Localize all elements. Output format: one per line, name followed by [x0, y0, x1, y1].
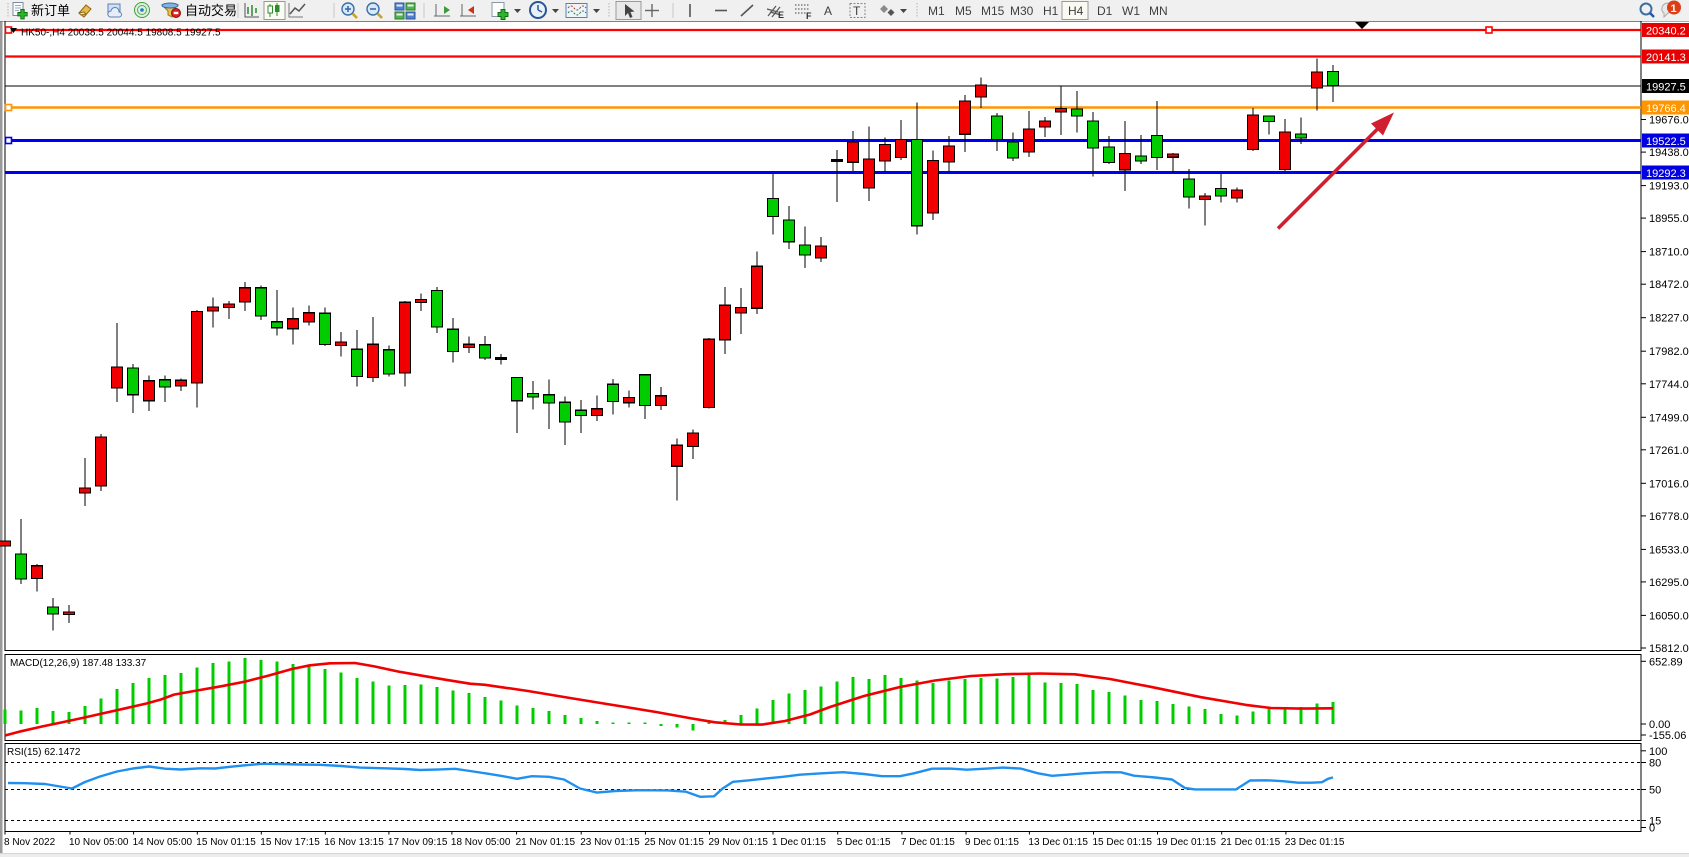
svg-text:H4: H4	[1068, 4, 1084, 18]
svg-text:15 Nov 01:15: 15 Nov 01:15	[196, 837, 256, 848]
svg-text:新订单: 新订单	[31, 3, 70, 18]
svg-text:21 Dec 01:15: 21 Dec 01:15	[1221, 837, 1281, 848]
svg-text:M15: M15	[981, 4, 1005, 18]
svg-text:29 Nov 01:15: 29 Nov 01:15	[709, 837, 769, 848]
svg-text:A: A	[824, 4, 832, 18]
svg-text:1 Dec 01:15: 1 Dec 01:15	[772, 837, 826, 848]
svg-text:M5: M5	[955, 4, 972, 18]
svg-text:14 Nov 05:00: 14 Nov 05:00	[133, 837, 193, 848]
svg-text:23 Dec 01:15: 23 Dec 01:15	[1285, 837, 1345, 848]
svg-text:16 Nov 13:15: 16 Nov 13:15	[324, 837, 384, 848]
svg-text:1: 1	[1671, 3, 1677, 15]
svg-text:50: 50	[1649, 785, 1661, 797]
svg-text:19193.0: 19193.0	[1649, 181, 1689, 193]
svg-text:13 Dec 01:15: 13 Dec 01:15	[1028, 837, 1088, 848]
svg-text:18710.0: 18710.0	[1649, 247, 1689, 259]
svg-text:8 Nov 2022: 8 Nov 2022	[4, 837, 56, 848]
svg-text:25 Nov 01:15: 25 Nov 01:15	[644, 837, 704, 848]
svg-text:F: F	[806, 11, 812, 21]
svg-text:17982.0: 17982.0	[1649, 346, 1689, 358]
svg-text:19438.0: 19438.0	[1649, 147, 1689, 159]
svg-text:18 Nov 05:00: 18 Nov 05:00	[451, 837, 511, 848]
svg-text:19766.4: 19766.4	[1646, 103, 1686, 115]
svg-text:15: 15	[1649, 816, 1661, 828]
svg-text:18227.0: 18227.0	[1649, 313, 1689, 325]
svg-text:10 Nov 05:00: 10 Nov 05:00	[69, 837, 129, 848]
svg-text:19522.5: 19522.5	[1646, 136, 1686, 148]
svg-text:W1: W1	[1122, 4, 1140, 18]
svg-text:17261.0: 17261.0	[1649, 445, 1689, 457]
svg-text:19 Dec 01:15: 19 Dec 01:15	[1157, 837, 1217, 848]
svg-text:16050.0: 16050.0	[1649, 610, 1689, 622]
svg-text:H1: H1	[1043, 4, 1059, 18]
svg-text:16295.0: 16295.0	[1649, 577, 1689, 589]
svg-text:15 Nov 17:15: 15 Nov 17:15	[260, 837, 320, 848]
svg-text:16533.0: 16533.0	[1649, 544, 1689, 556]
svg-text:80: 80	[1649, 758, 1661, 770]
svg-text:D1: D1	[1097, 4, 1113, 18]
svg-text:17744.0: 17744.0	[1649, 379, 1689, 391]
svg-text:15812.0: 15812.0	[1649, 643, 1689, 655]
svg-text:7 Dec 01:15: 7 Dec 01:15	[901, 837, 955, 848]
svg-text:18472.0: 18472.0	[1649, 279, 1689, 291]
svg-text:17016.0: 17016.0	[1649, 478, 1689, 490]
svg-text:MN: MN	[1149, 4, 1168, 18]
svg-text:652.89: 652.89	[1649, 656, 1683, 668]
svg-text:5 Dec 01:15: 5 Dec 01:15	[837, 837, 891, 848]
svg-text:16778.0: 16778.0	[1649, 511, 1689, 523]
svg-text:18955.0: 18955.0	[1649, 213, 1689, 225]
svg-text:23 Nov 01:15: 23 Nov 01:15	[580, 837, 640, 848]
svg-text:自动交易: 自动交易	[185, 3, 237, 18]
svg-text:T: T	[853, 4, 861, 18]
svg-text:E: E	[778, 10, 784, 20]
svg-text:9 Dec 01:15: 9 Dec 01:15	[965, 837, 1019, 848]
svg-text:RSI(15) 62.1472: RSI(15) 62.1472	[7, 747, 81, 758]
svg-text:MACD(12,26,9) 187.48 133.37: MACD(12,26,9) 187.48 133.37	[10, 658, 147, 669]
svg-text:0.00: 0.00	[1649, 719, 1670, 731]
svg-text:19676.0: 19676.0	[1649, 115, 1689, 127]
svg-text:M30: M30	[1010, 4, 1034, 18]
svg-text:15 Dec 01:15: 15 Dec 01:15	[1093, 837, 1153, 848]
svg-text:M1: M1	[928, 4, 945, 18]
svg-text:17 Nov 09:15: 17 Nov 09:15	[388, 837, 448, 848]
svg-text:20340.2: 20340.2	[1646, 26, 1686, 38]
svg-text:21 Nov 01:15: 21 Nov 01:15	[516, 837, 576, 848]
svg-text:19927.5: 19927.5	[1646, 82, 1686, 94]
svg-text:20141.3: 20141.3	[1646, 52, 1686, 64]
svg-text:19292.3: 19292.3	[1646, 168, 1686, 180]
svg-text:17499.0: 17499.0	[1649, 412, 1689, 424]
svg-text:0: 0	[1649, 823, 1655, 835]
svg-text:-155.06: -155.06	[1649, 730, 1686, 742]
svg-text:HK50-,H4 20038.5 20044.5 1980: HK50-,H4 20038.5 20044.5 19808.5 19927.5	[21, 28, 221, 39]
svg-text:100: 100	[1649, 746, 1667, 758]
